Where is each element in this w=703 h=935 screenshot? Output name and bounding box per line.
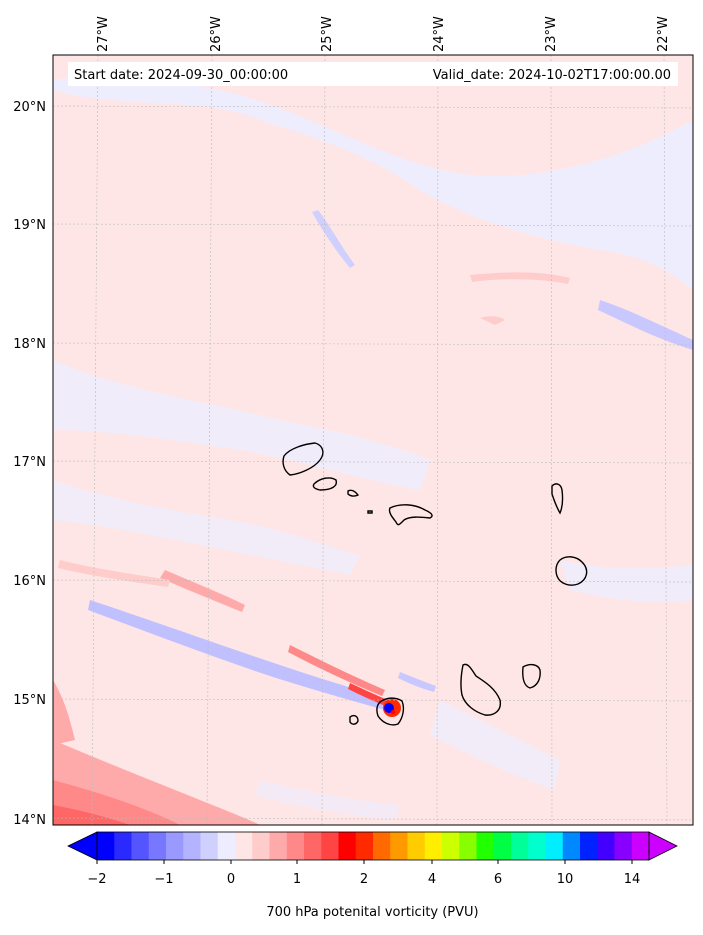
graticule — [53, 55, 693, 825]
island-fogo — [376, 697, 405, 726]
lon-label: 27°W — [96, 16, 111, 52]
lat-label: 16°N — [13, 574, 46, 589]
lon-label: 24°W — [432, 16, 447, 52]
colorbar-segment — [286, 832, 305, 860]
colorbar-segment — [217, 832, 236, 860]
colorbar-tick-label: 4 — [428, 872, 436, 887]
colorbar-segment — [614, 832, 633, 860]
valid-date-label: Valid_date: 2024-10-02T17:00:00.00 — [433, 68, 671, 83]
lon-label: 25°W — [320, 16, 335, 52]
colorbar-segment — [97, 832, 115, 860]
colorbar-segment — [355, 832, 374, 860]
colorbar-segment — [631, 832, 650, 860]
colorbar-label: 700 hPa potenital vorticity (PVU) — [266, 905, 479, 920]
colorbar-tick-label: 1 — [293, 872, 301, 887]
colorbar-extend-min — [67, 831, 98, 861]
latitude-labels: 20°N 19°N 18°N 17°N 16°N 15°N 14°N — [13, 100, 46, 828]
colorbar-segment — [390, 832, 408, 860]
island-boa-vista — [555, 556, 588, 586]
colorbar-segment — [183, 832, 201, 860]
colorbar-extend-max — [648, 831, 678, 861]
longitude-labels: 27°W 26°W 25°W 24°W 23°W 22°W — [96, 16, 671, 52]
colorbar-tick-label: 10 — [557, 872, 574, 887]
colorbar-segment — [252, 832, 270, 860]
island-maio — [522, 663, 541, 689]
map-border — [52, 54, 694, 826]
colorbar-segment — [321, 832, 339, 860]
island-santiago — [460, 663, 502, 716]
colorbar-segment — [235, 832, 253, 860]
colorbar-tick-label: −2 — [87, 872, 106, 887]
lon-label: 23°W — [544, 16, 559, 52]
lat-label: 19°N — [13, 218, 46, 233]
colorbar-segment — [338, 832, 357, 860]
pv-field — [53, 55, 693, 825]
colorbar-segment — [148, 832, 167, 860]
colorbar-segment — [166, 832, 184, 860]
island-sao-vicente — [312, 477, 338, 491]
lon-label: 26°W — [209, 16, 224, 52]
colorbar-segment — [200, 832, 219, 860]
start-date-label: Start date: 2024-09-30_00:00:00 — [74, 68, 288, 83]
lat-label: 18°N — [13, 337, 46, 352]
colorbar-segment — [493, 832, 512, 860]
colorbar-segment — [269, 832, 288, 860]
island-sao-nicolau — [388, 504, 433, 526]
colorbar-segment — [545, 832, 564, 860]
colorbar-tick-label: 14 — [624, 872, 641, 887]
colorbar-ticks: −2 −1 0 1 2 4 6 10 14 — [87, 872, 640, 887]
colorbar-segment — [597, 832, 615, 860]
colorbar-segment — [407, 832, 426, 860]
lat-label: 15°N — [13, 693, 46, 708]
lat-label: 17°N — [13, 455, 46, 470]
island-santo-antao — [282, 442, 324, 476]
colorbar-segment — [114, 832, 132, 860]
colorbar-segment — [442, 832, 460, 860]
island-raso — [367, 510, 373, 514]
colorbar-tick-label: 0 — [227, 872, 235, 887]
colorbar-segment — [476, 832, 495, 860]
colorbar-segment — [131, 832, 150, 860]
colorbar-tick-label: 2 — [360, 872, 368, 887]
lat-label: 14°N — [13, 813, 46, 828]
colorbar-segment — [562, 832, 581, 860]
colorbar-tick-label: −1 — [154, 872, 173, 887]
island-brava — [349, 714, 359, 725]
lat-label: 20°N — [13, 100, 46, 115]
title-bar — [68, 62, 678, 86]
colorbar-segment — [304, 832, 322, 860]
island-santa-luzia — [347, 489, 360, 497]
colorbar-border — [96, 831, 650, 861]
colorbar-segment — [528, 832, 546, 860]
coastlines — [282, 442, 588, 726]
colorbar — [67, 831, 678, 864]
colorbar-segment — [373, 832, 391, 860]
island-sal — [551, 483, 564, 515]
colorbar-segment — [580, 832, 598, 860]
colorbar-tick-label: 6 — [494, 872, 502, 887]
lon-label: 22°W — [656, 16, 671, 52]
colorbar-segment — [511, 832, 529, 860]
colorbar-segment — [459, 832, 477, 860]
colorbar-segment — [424, 832, 443, 860]
